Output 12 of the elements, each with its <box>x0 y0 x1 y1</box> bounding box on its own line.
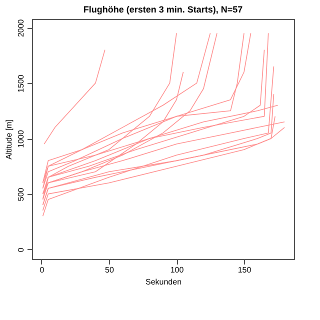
chart-title: Flughöhe (ersten 3 min. Starts), N=57 <box>83 4 243 15</box>
y-tick-label: 0 <box>16 247 26 252</box>
y-tick-label: 2000 <box>16 18 26 38</box>
x-tick-label: 100 <box>170 266 184 274</box>
x-tick-label: 150 <box>238 266 252 274</box>
x-tick-label: 0 <box>40 266 45 274</box>
y-tick-label: 1500 <box>16 74 26 92</box>
y-tick-label: 1000 <box>16 130 26 148</box>
y-tick-label: 500 <box>16 187 26 202</box>
x-axis-title: Sekunden <box>145 278 182 286</box>
y-axis-title: Altitude [m] <box>4 119 14 160</box>
x-tick-label: 50 <box>105 266 114 274</box>
